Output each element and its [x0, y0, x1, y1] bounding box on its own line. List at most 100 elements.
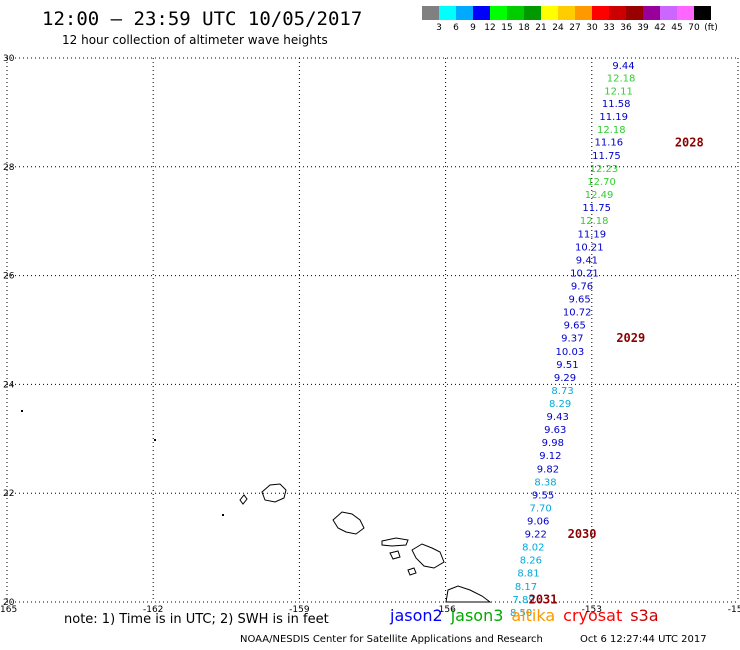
- color-scale-label: 18: [518, 23, 530, 33]
- color-scale-label: 70: [688, 23, 700, 33]
- wave-height-value: 9.12: [539, 451, 561, 462]
- wave-height-value: 11.19: [599, 112, 628, 123]
- color-swatch: [609, 6, 626, 20]
- island-kahoolawe: [407, 567, 417, 576]
- color-swatch: [660, 6, 677, 20]
- color-scale-label: 3: [436, 23, 442, 33]
- wave-height-value: 8.81: [517, 569, 539, 580]
- wave-height-value: 11.75: [582, 203, 611, 214]
- color-scale-label: 36: [620, 23, 632, 33]
- color-scale-label: 6: [453, 23, 459, 33]
- wave-height-value: 12.18: [597, 125, 626, 136]
- legend-entry-jason3: jason3: [450, 606, 504, 625]
- color-swatch: [677, 6, 694, 20]
- color-swatch: [643, 6, 660, 20]
- island-lanai: [389, 550, 401, 560]
- latitude-tick-label: 24: [3, 380, 15, 390]
- color-scale-label: 39: [637, 23, 649, 33]
- wave-height-value: 12.18: [580, 216, 609, 227]
- wave-height-value: 12.11: [604, 87, 633, 98]
- island-kauai: [261, 483, 287, 503]
- longitude-tick-label: -156: [435, 605, 456, 615]
- wave-height-value: 7.89: [512, 595, 534, 606]
- wave-height-value: 8.26: [520, 556, 542, 567]
- island-maui: [411, 543, 445, 569]
- wave-height-value: 9.43: [547, 412, 569, 423]
- color-scale-label: 24: [552, 23, 564, 33]
- color-scale-label: 27: [569, 23, 581, 33]
- color-scale-label: 15: [501, 23, 513, 33]
- wave-height-value: 11.19: [577, 229, 606, 240]
- legend-entry-altika: altika: [511, 606, 556, 625]
- wave-height-value: 12.18: [607, 74, 636, 85]
- generation-timestamp: Oct 6 12:27:44 UTC 2017: [580, 634, 707, 645]
- color-swatch: [507, 6, 524, 20]
- color-swatch: [490, 6, 507, 20]
- longitude-tick-label: -150: [728, 605, 740, 615]
- wave-height-value: 12.49: [585, 190, 614, 201]
- wave-height-value: 9.65: [564, 321, 586, 332]
- pass-time-label: 2028: [675, 135, 704, 149]
- wave-height-value: 10.72: [563, 308, 592, 319]
- wave-height-value: 10.21: [570, 268, 599, 279]
- island-molokai: [381, 537, 409, 547]
- wave-height-value: 9.63: [544, 425, 566, 436]
- wave-height-value: 8.50: [510, 608, 532, 619]
- latitude-tick-label: 28: [3, 163, 15, 173]
- graticule: -165 -162 -159 -156 -153 -150 30 28 26 24 22 20: [0, 54, 740, 615]
- wave-height-readings: 9.4412.1812.1111.5811.1912.1811.1611.751…: [510, 61, 635, 619]
- color-scale-label: (ft): [704, 23, 718, 33]
- legend-entry-s3a: s3a: [630, 606, 659, 625]
- satellite-legend: jason2 jason3 altika cryosat s3a: [390, 606, 667, 625]
- map-title: 12:00 – 23:59 UTC 10/05/2017: [42, 8, 363, 30]
- pass-time-label: 2031: [529, 592, 558, 606]
- color-scale-label: 12: [484, 23, 496, 33]
- wave-height-value: 9.55: [532, 490, 554, 501]
- wave-height-value: 11.75: [592, 151, 621, 162]
- wave-height-value: 9.41: [576, 255, 598, 266]
- credit-line: NOAA/NESDIS Center for Satellite Applica…: [240, 634, 543, 645]
- color-scale-label: 30: [586, 23, 598, 33]
- wave-height-value: 10.21: [575, 242, 604, 253]
- color-swatch: [524, 6, 541, 20]
- color-swatch: [541, 6, 558, 20]
- island-niihau: [239, 494, 248, 505]
- wave-height-value: 7.70: [529, 503, 551, 514]
- islet-gardner: [21, 410, 23, 412]
- color-scale-label: 33: [603, 23, 615, 33]
- wave-height-value: 9.98: [542, 438, 564, 449]
- island-hawaii: [445, 585, 492, 603]
- map-subtitle: 12 hour collection of altimeter wave hei…: [62, 33, 328, 47]
- latitude-tick-label: 22: [3, 489, 14, 499]
- color-swatch: [558, 6, 575, 20]
- pass-time-labels: 2028 2029 2030 2031: [529, 135, 704, 606]
- wave-height-value: 9.44: [612, 61, 634, 72]
- islet-necker: [154, 439, 156, 441]
- wave-height-value: 8.29: [549, 399, 571, 410]
- footer-note: note: 1) Time is in UTC; 2) SWH is in fe…: [64, 612, 329, 627]
- wave-height-value: 10.03: [556, 347, 585, 358]
- wave-height-value: 8.73: [551, 386, 573, 397]
- pass-time-label: 2030: [568, 527, 597, 541]
- legend-entry-cryosat: cryosat: [563, 606, 623, 625]
- latitude-tick-label: 30: [3, 54, 15, 64]
- islet-nihoa: [222, 514, 224, 516]
- color-swatch: [694, 6, 711, 20]
- color-swatch: [592, 6, 609, 20]
- wave-height-value: 8.02: [522, 543, 544, 554]
- latitude-tick-label: 20: [3, 598, 15, 608]
- wave-height-value: 9.82: [537, 464, 559, 475]
- wave-height-value: 11.58: [602, 99, 631, 110]
- color-scale-label: 21: [535, 23, 547, 33]
- color-swatch: [575, 6, 592, 20]
- color-swatch: [439, 6, 456, 20]
- color-swatch: [422, 6, 439, 20]
- wave-height-value: 9.06: [527, 516, 549, 527]
- wave-height-value: 12.23: [590, 164, 619, 175]
- wave-height-value: 11.16: [595, 137, 624, 148]
- wave-height-value: 9.37: [561, 334, 583, 345]
- latitude-tick-label: 26: [3, 272, 15, 282]
- color-scale-label: 45: [671, 23, 683, 33]
- wave-height-value: 9.22: [525, 530, 547, 541]
